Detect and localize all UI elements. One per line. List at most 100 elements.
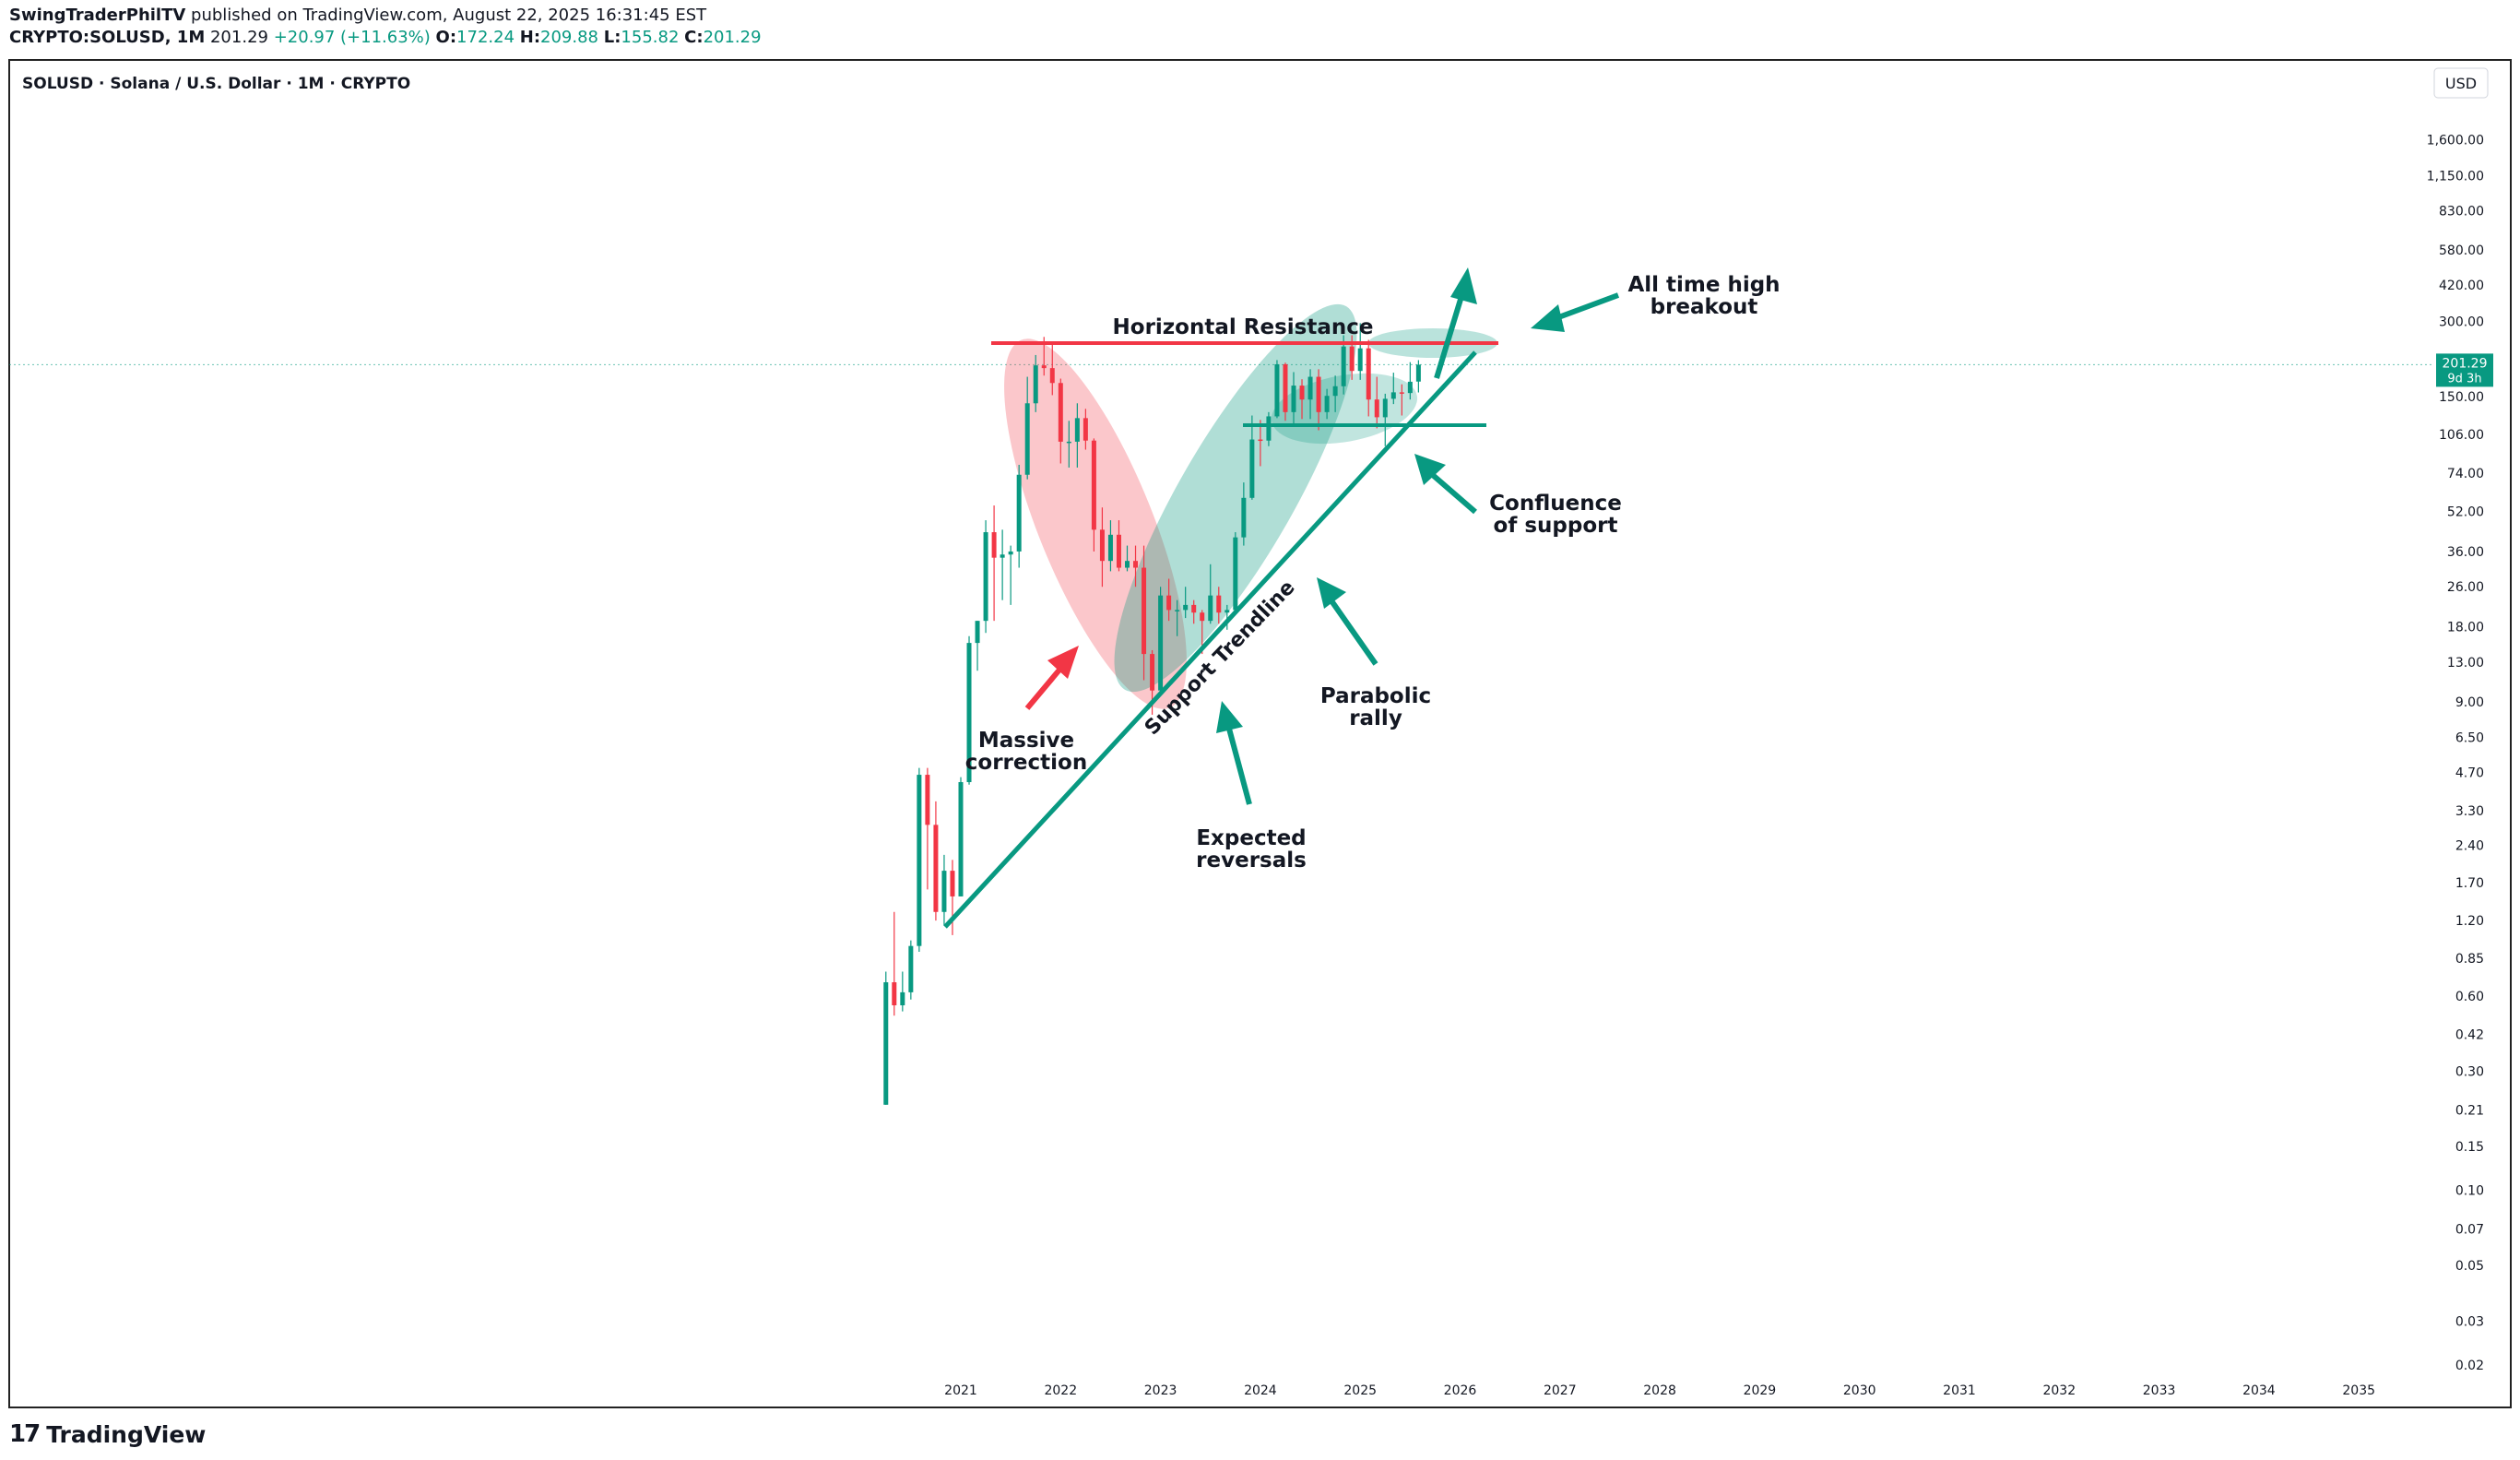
y-tick-label: 830.00: [2439, 205, 2484, 220]
price-badge-countdown: 9d 3h: [2447, 372, 2481, 386]
label-massive-line2: correction: [965, 751, 1087, 775]
y-tick-label: 26.00: [2447, 580, 2484, 595]
ath-arrow-head: [1531, 304, 1565, 332]
annotation-arrows: [1216, 267, 1620, 805]
candle: [983, 520, 988, 634]
candle: [991, 505, 997, 622]
chart-frame[interactable]: [8, 59, 2512, 1408]
price-badge-value: 201.29: [2443, 356, 2488, 371]
candle-body: [1083, 418, 1088, 441]
candle: [1099, 507, 1105, 588]
candle-body: [1407, 381, 1413, 394]
y-tick-label: 0.02: [2455, 1359, 2484, 1373]
candle: [1307, 369, 1313, 420]
confluence-arrow-shaft: [1426, 468, 1477, 515]
candle: [1274, 360, 1280, 419]
candle-body: [1049, 368, 1055, 384]
x-tick-label: 2025: [1343, 1383, 1377, 1398]
y-tick-label: 580.00: [2439, 243, 2484, 258]
y-tick-label: 1.20: [2455, 914, 2484, 929]
candle-body: [1142, 567, 1147, 655]
candle-body: [1000, 554, 1005, 558]
candle: [1091, 438, 1096, 552]
candle-body: [950, 871, 955, 896]
candle-body: [1299, 386, 1305, 400]
label-horizontal-resistance: Horizontal Resistance: [1113, 315, 1374, 339]
candle-body: [900, 991, 905, 1005]
price-badge: [2436, 353, 2493, 387]
candle-body: [1249, 439, 1255, 498]
candle-body: [1266, 416, 1272, 441]
low-label: L:: [603, 28, 621, 47]
y-tick-label: 106.00: [2439, 428, 2484, 443]
candle: [1125, 545, 1130, 572]
y-tick-label: 0.05: [2455, 1259, 2484, 1274]
candle: [1008, 545, 1013, 605]
label-parabolic-line2: rally: [1349, 706, 1402, 730]
low-value: 155.82: [621, 28, 680, 47]
candle: [908, 940, 914, 1000]
candle-body: [1357, 348, 1363, 372]
candle-body: [1324, 396, 1330, 412]
y-tick-label: 0.30: [2455, 1064, 2484, 1079]
candle: [1083, 409, 1088, 450]
candle-body: [1024, 403, 1030, 475]
x-tick-label: 2021: [944, 1383, 977, 1398]
x-axis: 2021 2022 2023 2024 2025 2026 2027 2028 2029 2030…: [944, 1383, 2375, 1398]
y-tick-label: 420.00: [2439, 279, 2484, 293]
x-tick-label: 2029: [1744, 1383, 1777, 1398]
y-tick-label: 52.00: [2447, 505, 2484, 520]
label-massive-line1: Massive: [978, 729, 1074, 753]
x-tick-label: 2035: [2342, 1383, 2375, 1398]
y-tick-label: 0.03: [2455, 1314, 2484, 1329]
candle-body: [1191, 604, 1197, 613]
x-tick-label: 2027: [1544, 1383, 1577, 1398]
candle: [1415, 360, 1421, 393]
candle: [1116, 520, 1121, 572]
y-tick-label: 300.00: [2439, 315, 2484, 329]
candle-body: [1415, 364, 1421, 382]
candle-body: [1390, 392, 1396, 399]
candle: [941, 854, 947, 926]
currency-button[interactable]: [2433, 67, 2489, 99]
candle-body: [1208, 595, 1213, 622]
x-tick-label: 2031: [1943, 1383, 1976, 1398]
candle: [950, 860, 955, 935]
candle: [1357, 323, 1363, 380]
candle-body: [1175, 610, 1180, 611]
y-tick-label: 13.00: [2447, 656, 2484, 671]
candle-body: [1150, 654, 1155, 691]
candle-body: [917, 775, 922, 946]
candle-body: [966, 643, 972, 782]
candle-body: [1241, 497, 1247, 538]
candle-body: [1332, 386, 1338, 397]
candles-series: [883, 323, 1421, 1105]
candle-body: [1166, 595, 1172, 611]
chart-legend-title: SOLUSD · Solana / U.S. Dollar · 1M · CRY…: [22, 75, 410, 93]
candle-body: [925, 775, 930, 825]
candle-body: [1107, 534, 1113, 562]
x-tick-label: 2022: [1044, 1383, 1077, 1398]
candle-body: [1225, 610, 1230, 613]
label-ath-line1: All time high: [1627, 273, 1780, 297]
candle: [966, 635, 972, 785]
candle: [1225, 604, 1230, 630]
candle-body: [1008, 551, 1013, 555]
candle-body: [892, 982, 897, 1005]
candle-body: [1158, 595, 1164, 691]
tradingview-logo-icon[interactable]: 17: [9, 1420, 41, 1448]
candle-body: [1349, 346, 1355, 372]
author-name[interactable]: SwingTraderPhilTV: [9, 6, 186, 25]
candle: [1249, 415, 1255, 500]
open-label: O:: [435, 28, 457, 47]
candle-body: [991, 532, 997, 558]
candle-body: [1033, 365, 1038, 404]
candle-body: [1216, 595, 1222, 613]
candle: [1058, 378, 1063, 464]
tradingview-wordmark[interactable]: TradingView: [46, 1420, 207, 1448]
candle: [1258, 420, 1263, 467]
y-tick-label: 18.00: [2447, 621, 2484, 635]
candle: [1033, 354, 1038, 412]
currency-button-label[interactable]: USD: [2445, 75, 2477, 92]
